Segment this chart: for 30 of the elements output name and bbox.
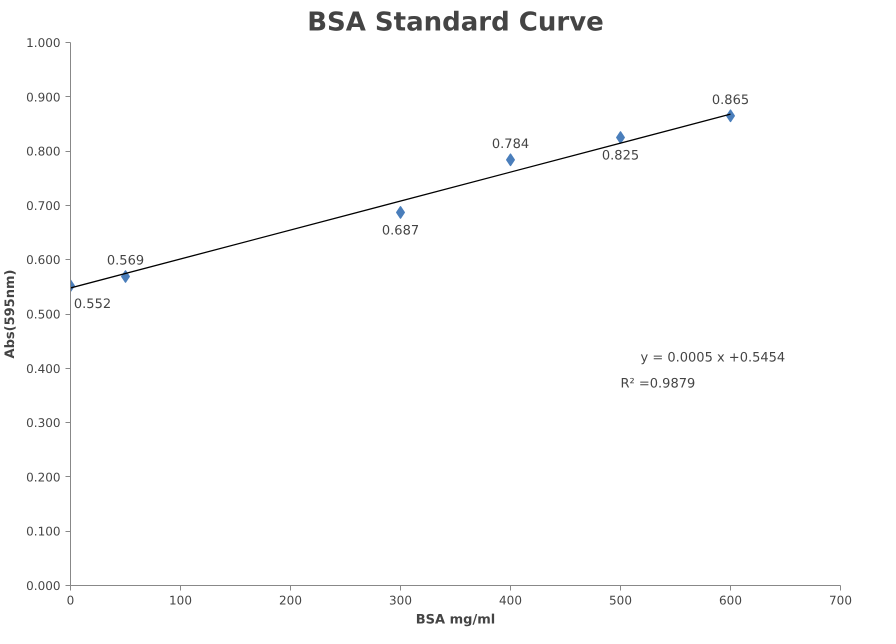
data-label: 0.784 (492, 136, 530, 152)
x-tick-label: 500 (609, 594, 632, 608)
y-tick-label: 0.200 (26, 470, 61, 484)
annotation: R² =0.9879 (620, 376, 696, 392)
x-tick-label: 100 (169, 594, 192, 608)
y-tick-label: 0.400 (26, 362, 61, 376)
chart-title: BSA Standard Curve (307, 8, 604, 38)
x-axis-title: BSA mg/ml (416, 612, 496, 628)
y-tick-label: 0.100 (26, 524, 61, 539)
data-label: 0.569 (106, 254, 144, 269)
data-label: 0.825 (602, 148, 640, 164)
x-tick-label: 600 (719, 594, 742, 608)
y-tick-label: 0.000 (26, 579, 61, 593)
data-label: 0.687 (382, 223, 420, 238)
y-tick-label: 0.600 (26, 253, 61, 268)
y-tick-label: 0.900 (26, 90, 61, 104)
annotation: y = 0.0005 x +0.5454 (640, 350, 786, 366)
y-tick-label: 0.500 (26, 308, 61, 322)
data-label: 0.552 (74, 296, 112, 312)
data-label: 0.865 (712, 92, 750, 108)
x-tick-label: 300 (389, 594, 412, 608)
y-axis-title: Abs(595nm) (3, 270, 18, 358)
x-tick-label: 0 (66, 594, 74, 608)
y-tick-label: 0.700 (26, 198, 61, 213)
y-tick-label: 0.800 (26, 144, 61, 159)
x-tick-label: 700 (829, 594, 852, 608)
y-tick-label: 0.300 (26, 416, 61, 430)
y-tick-label: 1.000 (26, 36, 61, 50)
x-tick-label: 400 (499, 594, 522, 608)
x-tick-label: 200 (279, 594, 302, 608)
